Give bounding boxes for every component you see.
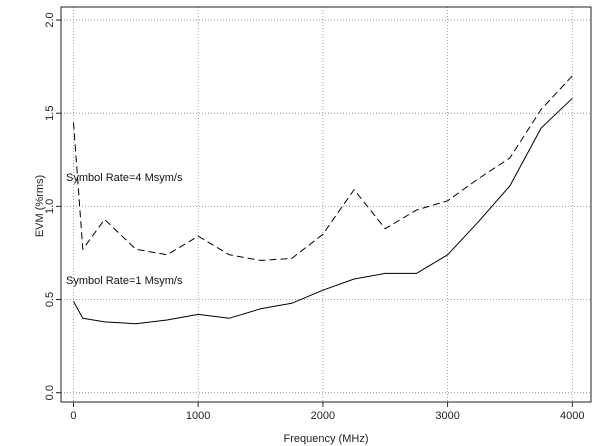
y-tick-label: 1.0 xyxy=(44,199,56,214)
x-tick-label: 0 xyxy=(70,410,76,422)
x-tick-label: 3000 xyxy=(435,410,459,422)
y-tick-label: 0.5 xyxy=(44,292,56,307)
series-line-1msym xyxy=(73,97,573,325)
series-line-4msym xyxy=(73,75,573,261)
y-tick-label: 2.0 xyxy=(44,12,56,27)
grid-lines xyxy=(61,7,591,402)
x-tick-label: 4000 xyxy=(560,410,584,422)
series-label-4msym: Symbol Rate=4 Msym/s xyxy=(66,172,183,184)
axis-ticks: 0 1000 2000 3000 4000 0.0 0.5 1.0 1.5 2.0 xyxy=(44,12,585,422)
series-label-1msym: Symbol Rate=1 Msym/s xyxy=(66,275,183,287)
x-tick-label: 2000 xyxy=(311,410,335,422)
plot-frame xyxy=(60,6,592,403)
y-tick-label: 1.5 xyxy=(44,106,56,121)
x-tick-label: 1000 xyxy=(186,410,210,422)
y-axis-title: EVM (%rms) xyxy=(34,175,46,237)
x-axis-title: Frequency (MHz) xyxy=(284,433,369,445)
y-tick-label: 0.0 xyxy=(44,385,56,400)
series-lines xyxy=(73,75,573,325)
